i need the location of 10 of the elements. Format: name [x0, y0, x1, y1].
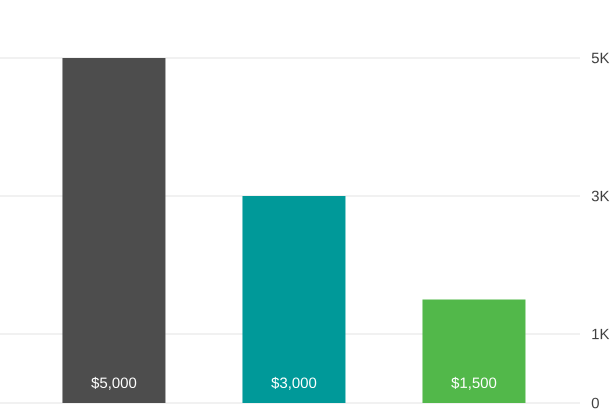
- y-tick-label: 5K: [592, 52, 610, 64]
- data-label: $5,000: [91, 376, 136, 390]
- bar: [422, 300, 526, 403]
- bar: [62, 58, 166, 403]
- y-tick-label: 1K: [592, 328, 610, 340]
- y-tick-label: 0: [592, 398, 599, 408]
- y-tick-label: 3K: [592, 190, 610, 202]
- data-label: $3,000: [271, 376, 316, 390]
- data-label: $1,500: [451, 376, 496, 390]
- bar: [242, 196, 346, 403]
